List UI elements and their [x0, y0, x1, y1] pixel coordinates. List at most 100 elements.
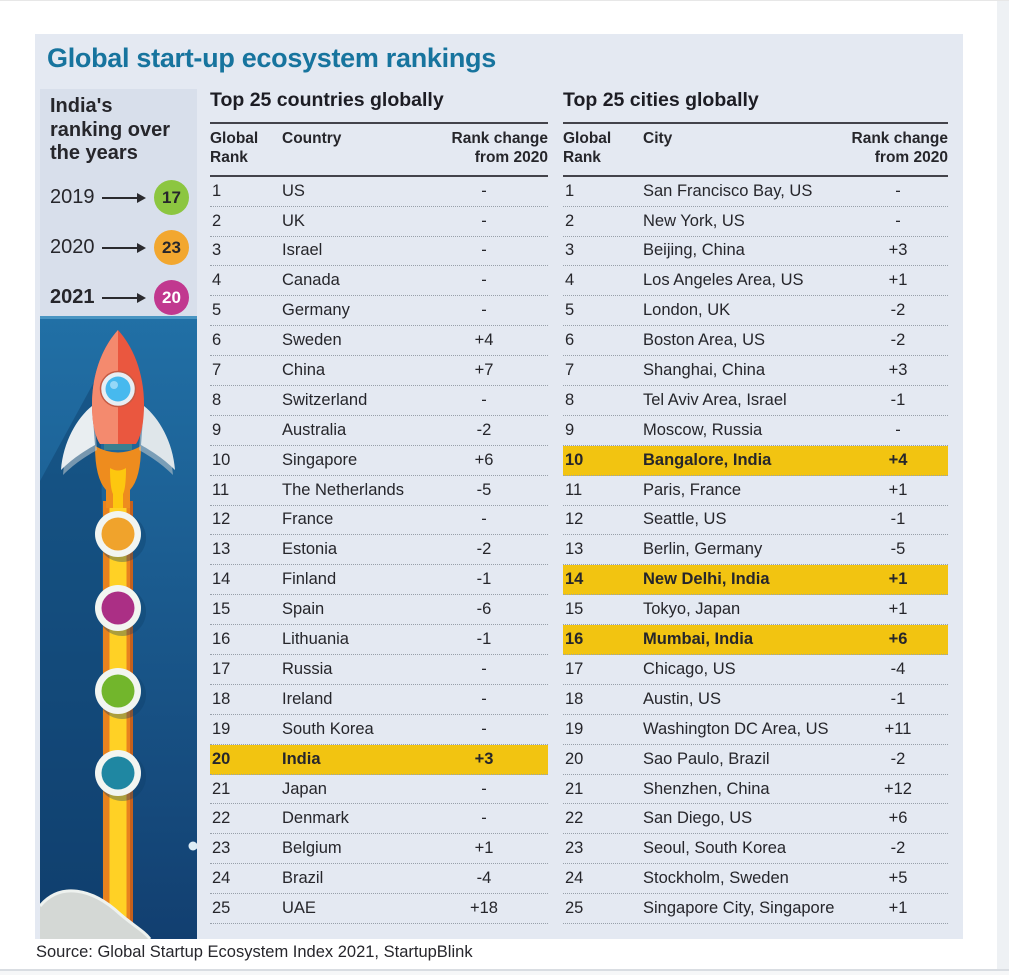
table-row: 13 Berlin, Germany -5 — [563, 535, 948, 566]
countries-table-body: 1 US -2 UK -3 Israel -4 Canada -5 Germany -6 Sweden… — [210, 177, 548, 925]
name-cell: Berlin, Germany — [643, 540, 763, 559]
countries-table: Top 25 countries globally Global Rank Co… — [210, 89, 548, 925]
rank-cell: 19 — [565, 719, 584, 738]
name-cell: Los Angeles Area, US — [643, 271, 804, 290]
rocket-icon — [40, 316, 197, 939]
rank-cell: 17 — [212, 659, 231, 678]
name-cell: Switzerland — [282, 390, 368, 409]
change-cell: +3 — [888, 361, 908, 380]
bottom-divider — [0, 969, 1009, 971]
rank-cell: 2 — [212, 211, 222, 230]
name-cell: Seoul, South Korea — [643, 839, 787, 858]
rank-cell: 13 — [565, 540, 584, 559]
change-cell: -2 — [890, 839, 906, 858]
table-row: 9 Moscow, Russia - — [563, 416, 948, 446]
rank-cell: 14 — [212, 570, 231, 589]
change-cell: +1 — [888, 271, 908, 290]
table-row: 5 London, UK -2 — [563, 296, 948, 327]
name-cell: Ireland — [282, 689, 333, 708]
name-cell: The Netherlands — [282, 480, 404, 499]
change-cell: -2 — [890, 331, 906, 350]
rocket-illustration — [40, 316, 197, 939]
rank-cell: 23 — [212, 839, 231, 858]
table-row: 3 Israel - — [210, 237, 548, 267]
table-row: 2 New York, US - — [563, 207, 948, 237]
right-arrow-icon — [102, 192, 146, 203]
cities-table: Top 25 cities globally Global Rank City … — [563, 89, 948, 925]
change-cell: - — [481, 689, 487, 708]
rank-cell: 16 — [565, 630, 584, 649]
year-row-2021: 2021 20 — [50, 280, 189, 316]
bottom-padding — [0, 971, 1009, 975]
name-cell: Singapore City, Singapore — [643, 899, 835, 918]
name-cell: Shanghai, China — [643, 361, 766, 380]
trail-circle-orange — [95, 511, 146, 562]
name-cell: UK — [282, 211, 305, 230]
name-cell: Spain — [282, 600, 325, 619]
year-label: 2019 — [50, 186, 95, 209]
name-cell: Moscow, Russia — [643, 420, 763, 439]
rank-cell: 1 — [212, 181, 222, 200]
table-row: 22 Denmark - — [210, 804, 548, 835]
table-row: 12 France - — [210, 506, 548, 536]
name-cell: Australia — [282, 420, 347, 439]
rocket-shadow — [40, 371, 102, 939]
countries-table-header: Global Rank Country Rank change from 202… — [210, 122, 548, 177]
change-cell: - — [895, 420, 901, 439]
col-global-rank: Global Rank — [563, 130, 612, 167]
change-cell: -5 — [890, 540, 906, 559]
name-cell: Denmark — [282, 809, 349, 828]
rank-cell: 8 — [212, 390, 222, 409]
table-row: 14 New Delhi, India +1 — [563, 565, 948, 596]
year-label: 2020 — [50, 236, 95, 259]
rank-cell: 9 — [565, 420, 575, 439]
table-row: 20 India +3 — [210, 744, 548, 775]
change-cell: +6 — [474, 450, 494, 469]
name-cell: Tokyo, Japan — [643, 600, 741, 619]
table-row: 18 Austin, US -1 — [563, 685, 948, 715]
name-cell: Austin, US — [643, 689, 721, 708]
change-cell: -6 — [476, 600, 492, 619]
change-cell: +18 — [470, 899, 498, 918]
name-cell: Lithuania — [282, 630, 349, 649]
col-rank-change: Rank change from 2020 — [851, 130, 948, 167]
name-cell: San Diego, US — [643, 809, 753, 828]
table-row: 11 The Netherlands -5 — [210, 476, 548, 506]
change-cell: -4 — [476, 869, 492, 888]
name-cell: Chicago, US — [643, 659, 736, 678]
rocket-window-icon — [99, 370, 137, 408]
change-cell: -4 — [890, 659, 906, 678]
rank-cell: 1 — [565, 181, 575, 200]
table-row: 13 Estonia -2 — [210, 535, 548, 566]
name-cell: Boston Area, US — [643, 331, 765, 350]
rank-cell: 11 — [565, 480, 583, 499]
rank-cell: 4 — [565, 271, 575, 290]
change-cell: -2 — [890, 301, 906, 320]
name-cell: US — [282, 181, 305, 200]
name-cell: Bangalore, India — [643, 450, 772, 469]
trail-circle-teal — [95, 750, 146, 801]
table-row: 1 San Francisco Bay, US - — [563, 177, 948, 207]
name-cell: Estonia — [282, 540, 338, 559]
name-cell: Sao Paulo, Brazil — [643, 749, 770, 768]
change-cell: -5 — [476, 480, 492, 499]
cities-table-body: 1 San Francisco Bay, US -2 New York, US -3 Be… — [563, 177, 948, 925]
table-row: 14 Finland -1 — [210, 565, 548, 596]
change-cell: - — [481, 510, 487, 529]
year-row-2020: 2020 23 — [50, 230, 189, 266]
name-cell: Israel — [282, 241, 323, 260]
table-row: 1 US - — [210, 177, 548, 207]
table-row: 7 China +7 — [210, 356, 548, 386]
infographic-panel: Global start-up ecosystem rankings India… — [35, 34, 963, 939]
star-dot — [188, 841, 197, 851]
table-row: 15 Spain -6 — [210, 595, 548, 626]
name-cell: Belgium — [282, 839, 342, 858]
change-cell: +1 — [888, 899, 908, 918]
rocket-fins — [61, 406, 175, 475]
change-cell: - — [481, 301, 487, 320]
year-row-2019: 2019 17 — [50, 180, 189, 216]
name-cell: South Korea — [282, 719, 374, 738]
source-credit: Source: Global Startup Ecosystem Index 2… — [36, 943, 473, 961]
page-title: Global start-up ecosystem rankings — [47, 43, 496, 73]
india-ranking-sidebar: India's ranking over the years 2019 17 2… — [40, 89, 197, 316]
